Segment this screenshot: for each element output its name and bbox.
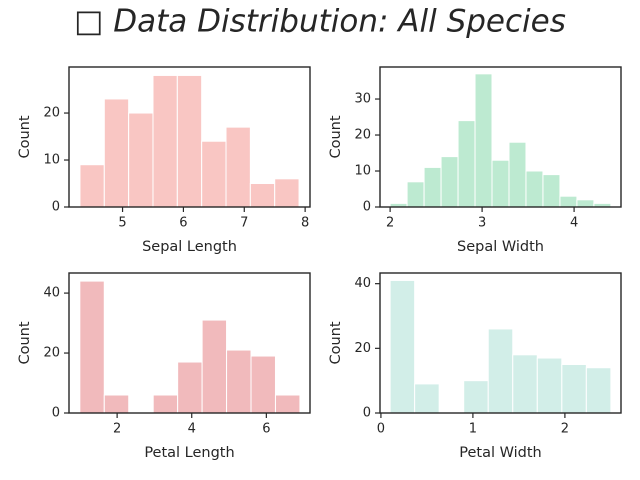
histogram-bar [457,120,476,208]
x-axis-label: Petal Length [144,445,234,461]
histogram-bar [128,112,154,208]
histogram-bar [389,279,416,414]
y-tick-label: 0 [52,200,60,215]
histogram-bar [512,354,538,414]
y-axis-label: Count [328,115,344,158]
histogram-bar [559,195,578,208]
x-tick-label: 5 [118,216,126,231]
y-axis-label: Count [17,115,33,158]
histogram-bar [152,394,179,414]
x-tick-label: 3 [478,216,486,231]
x-axis-label: Sepal Length [142,239,237,255]
x-axis-label: Sepal Width [457,239,544,255]
x-tick-label: 2 [386,216,394,231]
x-tick-label: 4 [188,422,196,437]
histogram-bar [152,74,178,208]
x-tick-label: 6 [179,216,187,231]
histogram-bar [576,199,595,208]
x-axis-label: Petal Width [459,445,541,461]
x-tick-label: 6 [262,422,270,437]
x-tick-label: 0 [377,422,385,437]
x-tick-label: 8 [301,216,309,231]
histogram-bar [226,349,252,414]
axes-frame [68,66,311,208]
axes-frame [379,272,622,414]
histogram-bar [177,361,203,414]
x-tick-label: 4 [570,216,578,231]
histogram-bar [201,140,227,208]
histogram-bar [176,74,203,208]
histogram-bar [487,328,514,414]
histogram-bar [561,364,587,414]
figure-title: □ Data Distribution: All Species [74,4,566,40]
y-tick-label: 40 [354,276,371,291]
y-tick-label: 0 [52,406,60,421]
y-tick-label: 10 [43,153,60,168]
histogram-bar [423,166,442,208]
x-tick-label: 2 [113,422,121,437]
histogram-bar [103,394,130,414]
histogram-bar [250,355,276,414]
y-tick-label: 20 [354,341,371,356]
y-tick-label: 0 [363,200,371,215]
histogram-bar [103,98,130,208]
histogram-bar [491,159,510,208]
histogram-bar [463,380,489,414]
y-tick-label: 30 [354,92,371,107]
histogram-bar [536,357,563,414]
histogram-bar [542,174,561,208]
x-tick-label: 2 [561,422,569,437]
y-tick-label: 20 [354,128,371,143]
histogram-bar [440,156,459,208]
y-axis-label: Count [17,321,33,364]
axes-frame [379,66,622,208]
histogram-bar [414,383,440,414]
histogram-bar [225,126,251,208]
histogram-bar [585,367,612,414]
y-tick-label: 10 [354,164,371,179]
histogram-bar [508,141,527,208]
x-tick-label: 1 [469,422,477,437]
x-tick-label: 7 [240,216,248,231]
histogram-bar [525,170,544,208]
histogram-bar [79,164,105,208]
histogram-bar [274,394,301,414]
y-axis-label: Count [328,321,344,364]
histogram-bar [406,181,425,208]
histogram-bar [79,280,105,414]
y-tick-label: 20 [43,346,60,361]
y-tick-label: 40 [43,286,60,301]
histogram-bar [274,178,300,208]
histogram-bar [474,73,493,208]
y-tick-label: 0 [363,406,371,421]
histogram-bar [249,183,276,208]
y-tick-label: 20 [43,106,60,121]
histogram-bar [201,319,228,414]
axes-frame [68,272,311,414]
